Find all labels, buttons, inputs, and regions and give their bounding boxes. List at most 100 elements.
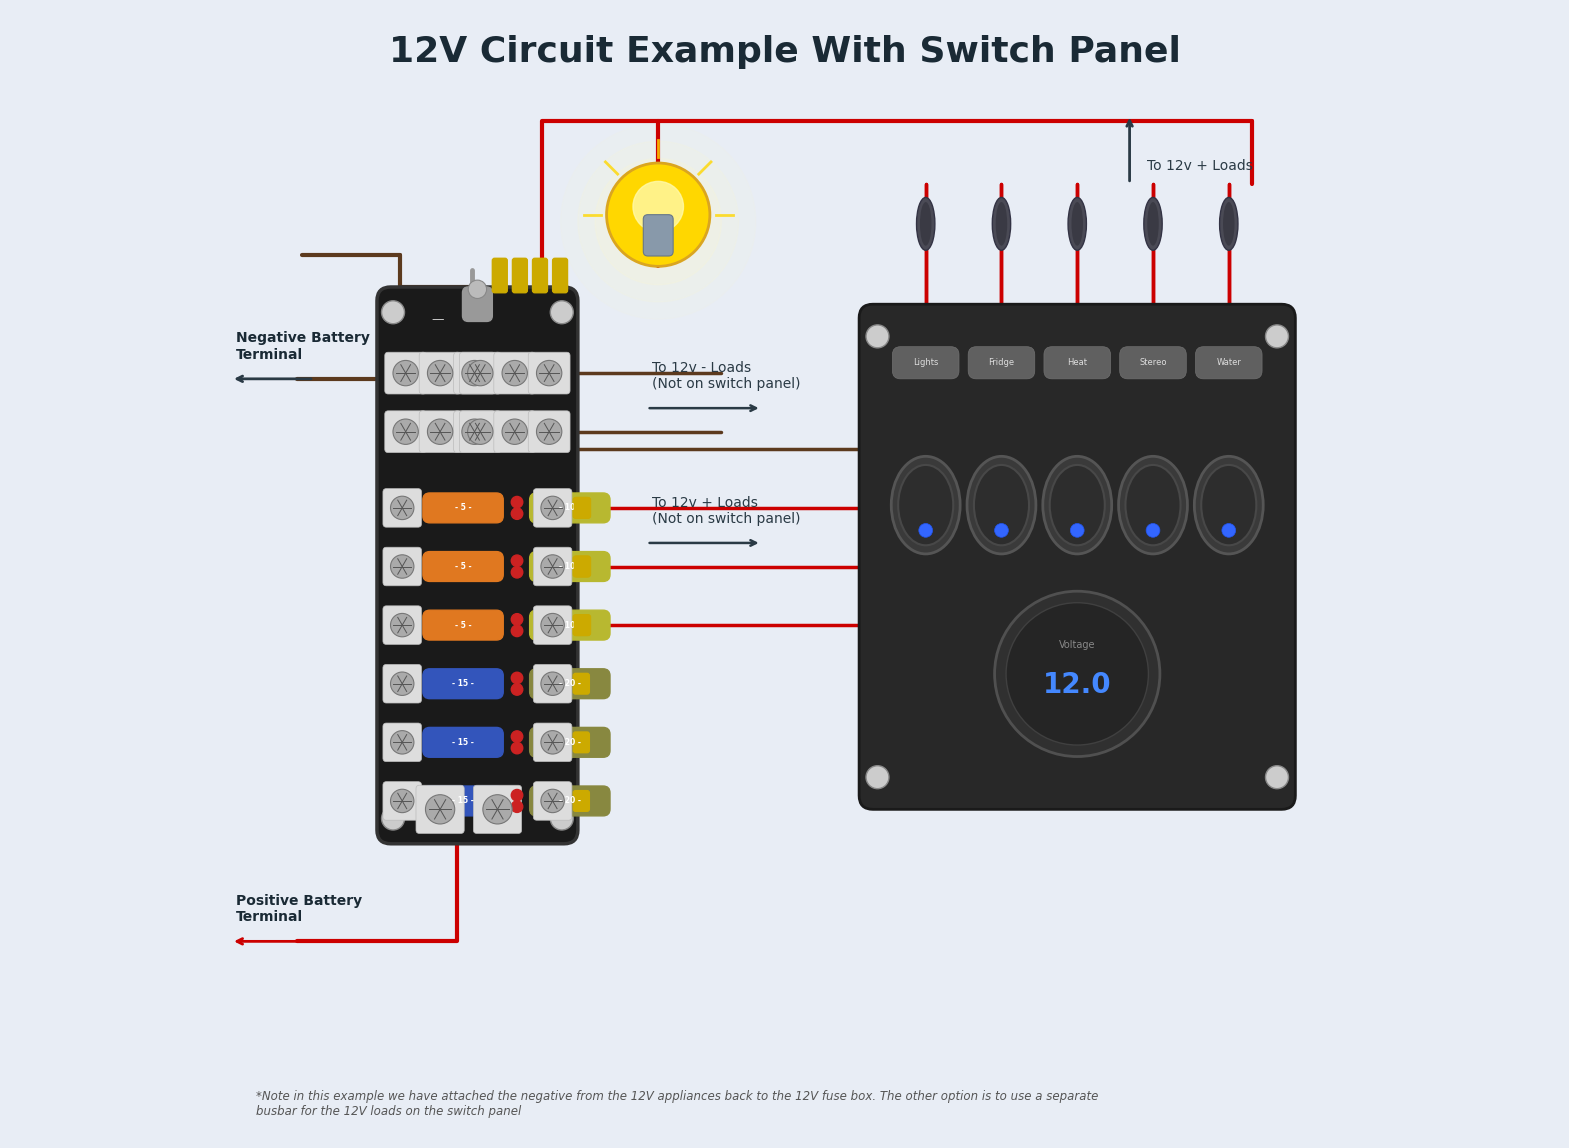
FancyBboxPatch shape xyxy=(529,411,570,452)
Ellipse shape xyxy=(897,465,954,545)
Circle shape xyxy=(577,141,739,302)
FancyBboxPatch shape xyxy=(860,304,1296,809)
FancyBboxPatch shape xyxy=(384,411,427,452)
Ellipse shape xyxy=(1219,197,1238,250)
Text: *Note in this example we have attached the negative from the 12V appliances back: *Note in this example we have attached t… xyxy=(256,1091,1098,1118)
FancyBboxPatch shape xyxy=(530,669,610,699)
Circle shape xyxy=(541,613,565,637)
Circle shape xyxy=(502,419,527,444)
Circle shape xyxy=(461,419,488,444)
Text: To 12v - Loads
(Not on switch panel): To 12v - Loads (Not on switch panel) xyxy=(653,360,802,391)
Ellipse shape xyxy=(1147,202,1159,246)
Text: Negative Battery
Terminal: Negative Battery Terminal xyxy=(235,332,370,362)
Circle shape xyxy=(1145,523,1159,537)
Text: To 12v + Loads: To 12v + Loads xyxy=(1147,160,1252,173)
FancyBboxPatch shape xyxy=(533,665,571,703)
Circle shape xyxy=(511,673,522,684)
Circle shape xyxy=(468,419,493,444)
Circle shape xyxy=(541,496,565,520)
Ellipse shape xyxy=(1068,197,1086,250)
FancyBboxPatch shape xyxy=(573,674,590,695)
Text: - 10 -: - 10 - xyxy=(559,504,581,512)
Circle shape xyxy=(632,181,684,232)
FancyBboxPatch shape xyxy=(383,723,422,761)
FancyBboxPatch shape xyxy=(383,782,422,820)
FancyBboxPatch shape xyxy=(424,669,504,699)
Text: Water: Water xyxy=(1216,358,1241,367)
Circle shape xyxy=(391,613,414,637)
Circle shape xyxy=(537,360,562,386)
Ellipse shape xyxy=(992,197,1010,250)
FancyBboxPatch shape xyxy=(573,497,590,518)
FancyBboxPatch shape xyxy=(424,611,504,641)
Text: - 10 -: - 10 - xyxy=(559,563,581,571)
Text: - 5 -: - 5 - xyxy=(455,621,471,629)
Ellipse shape xyxy=(1194,456,1263,553)
Text: Stereo: Stereo xyxy=(1139,358,1167,367)
FancyBboxPatch shape xyxy=(419,411,461,452)
Circle shape xyxy=(425,794,455,824)
Text: - 15 -: - 15 - xyxy=(452,797,474,806)
Circle shape xyxy=(483,794,511,824)
FancyBboxPatch shape xyxy=(530,492,610,522)
FancyBboxPatch shape xyxy=(530,786,610,816)
Circle shape xyxy=(391,730,414,754)
Circle shape xyxy=(607,163,709,266)
FancyBboxPatch shape xyxy=(552,258,568,293)
Circle shape xyxy=(427,419,453,444)
FancyBboxPatch shape xyxy=(573,556,590,576)
FancyBboxPatch shape xyxy=(574,497,590,518)
Ellipse shape xyxy=(1144,197,1163,250)
Text: Positive Battery
Terminal: Positive Battery Terminal xyxy=(235,894,362,924)
FancyBboxPatch shape xyxy=(533,548,571,585)
Text: - 5 -: - 5 - xyxy=(455,563,471,571)
Text: To 12v + Loads
(Not on switch panel): To 12v + Loads (Not on switch panel) xyxy=(653,496,802,526)
FancyBboxPatch shape xyxy=(1196,347,1261,379)
Ellipse shape xyxy=(916,197,935,250)
Circle shape xyxy=(541,554,565,579)
Text: - 20 -: - 20 - xyxy=(559,680,581,688)
Ellipse shape xyxy=(1072,202,1083,246)
Circle shape xyxy=(511,790,522,801)
Circle shape xyxy=(511,684,522,696)
Ellipse shape xyxy=(919,202,932,246)
Ellipse shape xyxy=(1202,465,1257,545)
Circle shape xyxy=(511,743,522,754)
Ellipse shape xyxy=(996,202,1007,246)
FancyBboxPatch shape xyxy=(513,258,527,293)
Circle shape xyxy=(1266,325,1288,348)
Ellipse shape xyxy=(891,456,960,553)
FancyBboxPatch shape xyxy=(893,347,959,379)
Text: Lights: Lights xyxy=(913,358,938,367)
Circle shape xyxy=(392,419,419,444)
FancyBboxPatch shape xyxy=(968,347,1036,379)
FancyBboxPatch shape xyxy=(424,728,504,758)
Circle shape xyxy=(502,360,527,386)
Circle shape xyxy=(1070,523,1084,537)
FancyBboxPatch shape xyxy=(530,728,610,758)
FancyBboxPatch shape xyxy=(574,615,590,636)
FancyBboxPatch shape xyxy=(460,411,501,452)
FancyBboxPatch shape xyxy=(494,411,535,452)
Circle shape xyxy=(541,730,565,754)
Ellipse shape xyxy=(1119,456,1188,553)
Circle shape xyxy=(391,789,414,813)
Ellipse shape xyxy=(1043,456,1112,553)
FancyBboxPatch shape xyxy=(533,489,571,527)
Text: - 10 -: - 10 - xyxy=(559,621,581,629)
Circle shape xyxy=(468,360,493,386)
Text: - 20 -: - 20 - xyxy=(559,797,581,806)
Circle shape xyxy=(995,523,1009,537)
FancyBboxPatch shape xyxy=(419,352,461,394)
Circle shape xyxy=(391,554,414,579)
Circle shape xyxy=(381,807,405,830)
FancyBboxPatch shape xyxy=(424,551,504,581)
FancyBboxPatch shape xyxy=(416,785,464,833)
FancyBboxPatch shape xyxy=(453,411,496,452)
FancyBboxPatch shape xyxy=(530,551,610,581)
FancyBboxPatch shape xyxy=(493,258,507,293)
FancyBboxPatch shape xyxy=(1043,347,1111,379)
FancyBboxPatch shape xyxy=(573,732,590,753)
Circle shape xyxy=(511,626,522,637)
Text: 12V Circuit Example With Switch Panel: 12V Circuit Example With Switch Panel xyxy=(389,34,1180,69)
